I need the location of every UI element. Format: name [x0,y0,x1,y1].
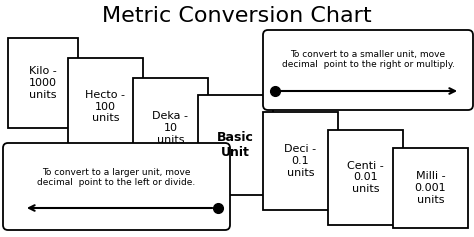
Bar [68,58,143,155]
Text: Metric Conversion Chart: Metric Conversion Chart [102,6,372,26]
Bar [328,130,403,225]
Bar [198,95,273,195]
Text: To convert to a smaller unit, move
decimal  point to the right or multiply.: To convert to a smaller unit, move decim… [282,50,455,69]
Bar [8,38,78,128]
Text: Deka -
10
units: Deka - 10 units [153,111,189,145]
Text: To convert to a larger unit, move
decimal  point to the left or divide.: To convert to a larger unit, move decima… [37,168,196,187]
FancyBboxPatch shape [3,143,230,230]
Text: Kilo -
1000
units: Kilo - 1000 units [29,66,57,100]
Text: Basic
Unit: Basic Unit [217,131,254,159]
Text: Centi -
0.01
units: Centi - 0.01 units [347,161,384,194]
Text: Milli -
0.001
units: Milli - 0.001 units [415,171,447,205]
Text: Hecto -
100
units: Hecto - 100 units [85,90,126,123]
Bar [393,148,468,228]
Text: Deci -
0.1
units: Deci - 0.1 units [284,144,317,178]
FancyBboxPatch shape [263,30,473,110]
Bar [263,112,338,210]
Bar [133,78,208,178]
